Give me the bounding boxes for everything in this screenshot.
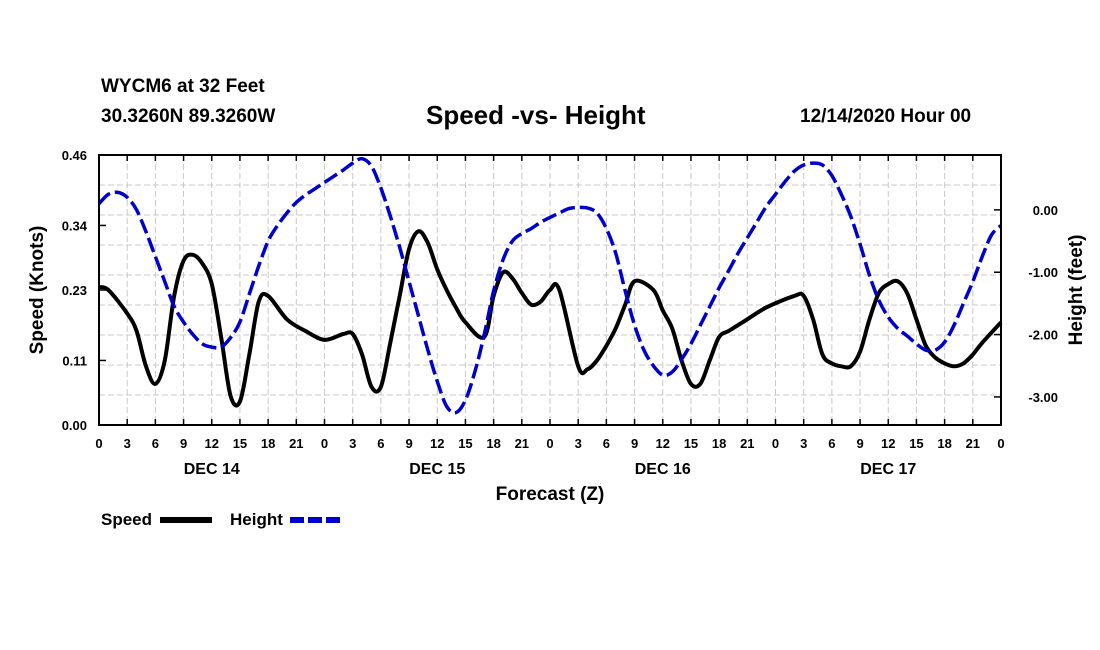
x-tick-label: 0: [321, 436, 328, 451]
x-tick-label: 12: [881, 436, 895, 451]
grid-lines: [99, 155, 1001, 425]
y-left-tick-label: 0.23: [62, 283, 87, 298]
y-left-tick-label: 0.11: [62, 353, 87, 368]
x-tick-label: 0: [772, 436, 779, 451]
x-tick-label: 18: [937, 436, 951, 451]
x-tick-label: 12: [430, 436, 444, 451]
x-tick-label: 0: [95, 436, 102, 451]
x-tick-label: 3: [124, 436, 131, 451]
axis-tick-labels: 0 3 6 9 12 15 18 21 0 3 6 9 12 15 18 21 0 3 6 9 12 15 18 21 0 3 6 9…: [62, 148, 1058, 478]
forecast-datetime: 12/14/2020 Hour 00: [800, 106, 972, 127]
x-tick-label: 6: [152, 436, 159, 451]
series-lines: [97, 156, 1003, 415]
legend-height-label: Height: [230, 510, 283, 529]
height-series-line: [97, 156, 1003, 415]
y-left-tick-label: 0.34: [62, 218, 88, 233]
x-tick-label: 9: [405, 436, 412, 451]
x-tick-label: 0: [997, 436, 1004, 451]
day-label: DEC 14: [184, 461, 240, 478]
chart-title: Speed -vs- Height: [426, 100, 646, 130]
x-tick-label: 6: [828, 436, 835, 451]
x-tick-label: 9: [180, 436, 187, 451]
legend-speed-label: Speed: [101, 510, 152, 529]
x-axis-label: Forecast (Z): [496, 484, 605, 505]
speed-series-line: [98, 229, 1003, 408]
legend: Speed Height: [101, 510, 342, 529]
x-tick-label: 3: [349, 436, 356, 451]
x-tick-label: 15: [458, 436, 472, 451]
x-tick-label: 21: [515, 436, 529, 451]
x-tick-label: 9: [856, 436, 863, 451]
day-label: DEC 16: [635, 461, 691, 478]
x-tick-label: 12: [205, 436, 219, 451]
x-tick-label: 21: [966, 436, 980, 451]
y-axis-left-label: Speed (Knots): [27, 226, 48, 355]
x-tick-label: 9: [631, 436, 638, 451]
day-label: DEC 17: [860, 461, 916, 478]
x-tick-label: 6: [377, 436, 384, 451]
coordinates-label: 30.3260N 89.3260W: [101, 106, 276, 127]
x-tick-label: 12: [656, 436, 670, 451]
x-tick-label: 15: [909, 436, 923, 451]
x-tick-label: 3: [800, 436, 807, 451]
station-label: WYCM6 at 32 Feet: [101, 76, 265, 97]
y-left-tick-label: 0.00: [62, 418, 87, 433]
y-axis-right-label: Height (feet): [1066, 235, 1087, 346]
y-right-tick-label: -2.00: [1028, 328, 1058, 343]
x-tick-label: 21: [740, 436, 754, 451]
x-tick-label: 6: [603, 436, 610, 451]
x-tick-label: 18: [261, 436, 275, 451]
y-right-tick-label: -3.00: [1028, 390, 1058, 405]
day-label: DEC 15: [409, 461, 465, 478]
axis-ticks: [98, 154, 1002, 426]
x-tick-label: 18: [486, 436, 500, 451]
x-tick-label: 3: [575, 436, 582, 451]
y-left-tick-label: 0.46: [62, 148, 87, 163]
x-tick-label: 18: [712, 436, 726, 451]
y-right-tick-label: 0.00: [1033, 203, 1058, 218]
x-tick-label: 0: [546, 436, 553, 451]
x-tick-label: 15: [684, 436, 698, 451]
y-right-tick-label: -1.00: [1028, 265, 1058, 280]
x-tick-label: 21: [289, 436, 303, 451]
x-tick-label: 15: [233, 436, 247, 451]
